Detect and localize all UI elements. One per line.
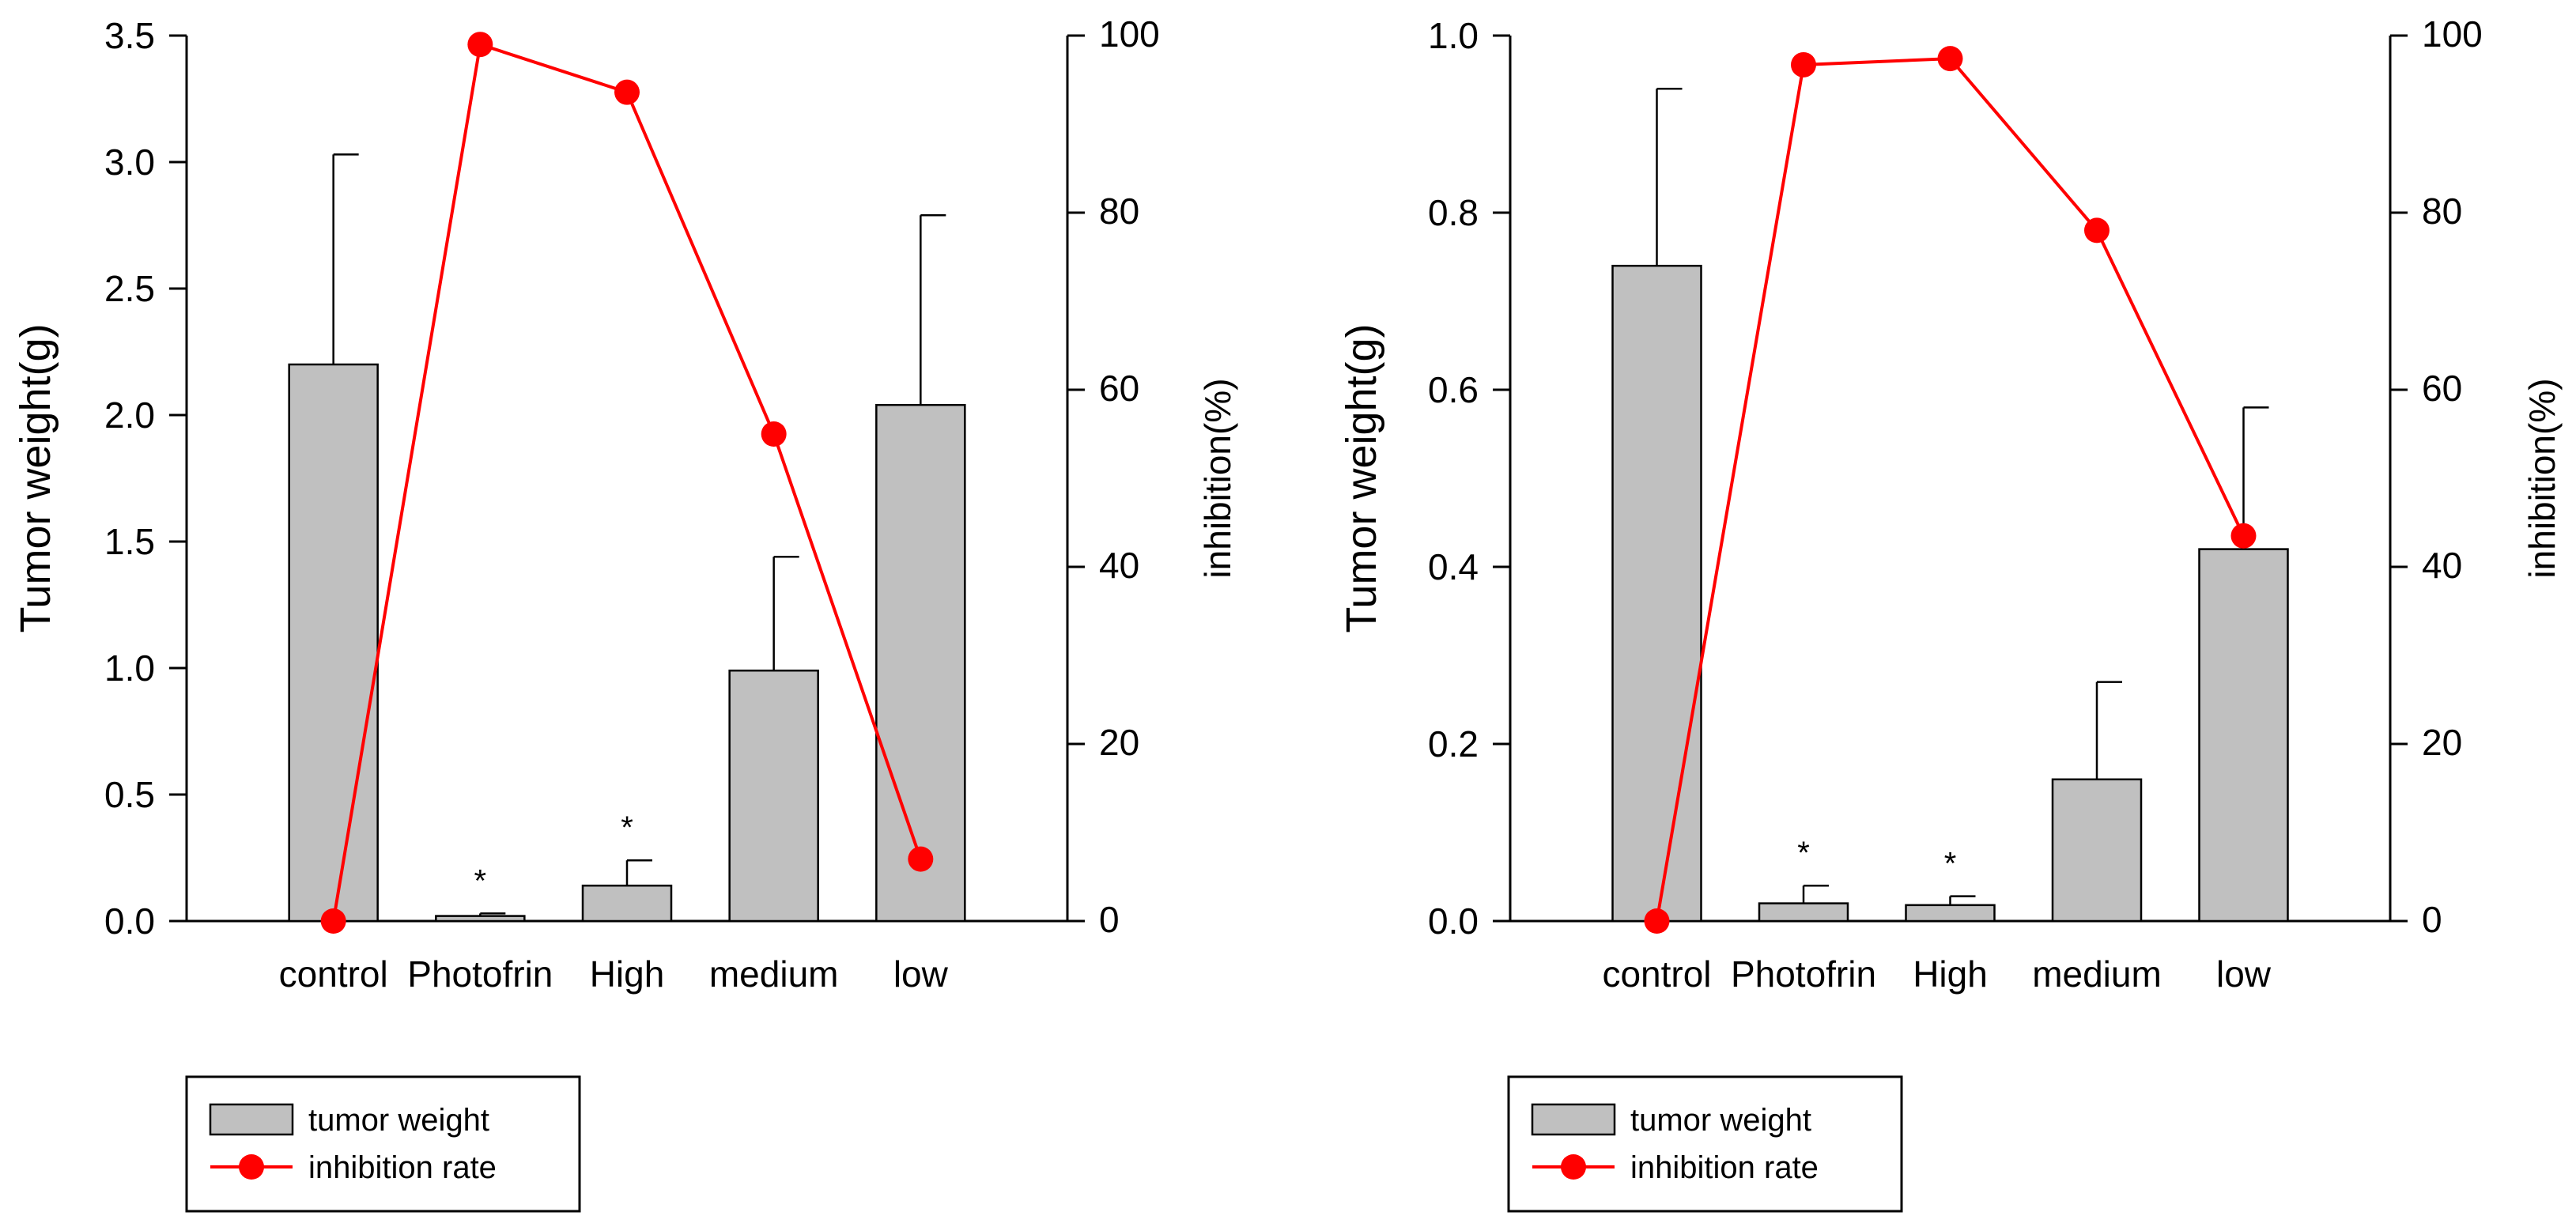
significance-marker: * xyxy=(1797,836,1810,870)
inhibition-point xyxy=(1937,46,1963,72)
y-tick-label: 0.2 xyxy=(1428,723,1479,765)
bar-medium xyxy=(2051,778,2143,923)
y-tick-label: 0.6 xyxy=(1428,369,1479,410)
y2-tick-label: 100 xyxy=(2422,13,2483,55)
y2-tick-label: 60 xyxy=(1099,368,1139,409)
y2-tick-label: 100 xyxy=(1099,13,1160,55)
y2-tick-label: 80 xyxy=(1099,191,1139,232)
x-tick-label-control: control xyxy=(279,953,388,995)
y-tick-label: 0.0 xyxy=(1428,900,1479,942)
bar-control xyxy=(1611,264,1702,923)
inhibition-line xyxy=(331,42,923,922)
y-tick-label: 1.5 xyxy=(104,521,155,562)
bar-high xyxy=(1905,904,1996,923)
y2-tick-label: 20 xyxy=(1099,722,1139,763)
legend-bar-swatch xyxy=(1531,1103,1616,1136)
significance-marker: * xyxy=(474,863,487,898)
y-tick-label: 0.5 xyxy=(104,774,155,815)
inhibition-point xyxy=(467,32,493,58)
legend-line-marker xyxy=(1561,1154,1586,1180)
inhibition-point xyxy=(2084,217,2110,244)
y2-tick-label: 80 xyxy=(2422,191,2462,232)
y-tick-label: 1.0 xyxy=(1428,15,1479,56)
x-tick-label-photofrin: Photofrin xyxy=(1731,953,1876,995)
y-tick-label: 1.0 xyxy=(104,647,155,689)
legend: tumor weight inhibition rate xyxy=(185,1075,581,1213)
y-tick-label: 3.5 xyxy=(104,15,155,56)
bar-photofrin xyxy=(1758,902,1849,923)
y-tick-label: 2.5 xyxy=(104,268,155,309)
x-tick-label-medium: medium xyxy=(709,953,839,995)
y-tick-label: 3.0 xyxy=(104,142,155,183)
inhibition-point xyxy=(761,421,787,447)
bar-low xyxy=(2198,548,2289,923)
legend-line-marker xyxy=(239,1154,264,1180)
y2-axis-title: inhibition(%) xyxy=(2521,378,2563,578)
y2-tick-label: 0 xyxy=(1099,899,1120,940)
x-tick-label-photofrin: Photofrin xyxy=(407,953,553,995)
legend-frame xyxy=(185,1075,581,1213)
x-tick-label-control: control xyxy=(1602,953,1711,995)
y-axis-title: Tumor weight(g) xyxy=(1338,323,1385,632)
legend-label-inhibition-rate: inhibition rate xyxy=(1630,1150,1819,1185)
x-tick-label-high: High xyxy=(590,953,665,995)
y-tick-label: 0.8 xyxy=(1428,192,1479,233)
y2-tick-label: 20 xyxy=(2422,722,2462,763)
y2-tick-label: 60 xyxy=(2422,368,2462,409)
legend-label-tumor-weight: tumor weight xyxy=(1630,1103,1811,1138)
legend-label-tumor-weight: tumor weight xyxy=(308,1103,489,1138)
legend-frame xyxy=(1507,1075,1903,1213)
y-tick-label: 0.0 xyxy=(104,900,155,942)
x-tick-label-low: low xyxy=(2216,953,2272,995)
y2-tick-label: 0 xyxy=(2422,899,2442,940)
inhibition-point xyxy=(614,79,640,105)
y2-tick-label: 40 xyxy=(1099,545,1139,586)
y-tick-label: 0.4 xyxy=(1428,546,1479,587)
y-tick-label: 2.0 xyxy=(104,395,155,436)
bar-high xyxy=(581,884,673,923)
legend-label-inhibition-rate: inhibition rate xyxy=(308,1150,497,1185)
chart-panel-2: 0.0 0.2 0.4 0.6 0.8 1.0 0 20 40 60 80 100 Tumor weig… xyxy=(1338,13,2563,1213)
bar-medium xyxy=(728,669,819,923)
significance-marker: * xyxy=(621,810,633,845)
inhibition-point xyxy=(1644,908,1670,934)
y2-axis-title: inhibition(%) xyxy=(1197,378,1238,578)
x-tick-label-low: low xyxy=(893,953,949,995)
bar-control xyxy=(288,363,379,923)
bar-photofrin xyxy=(435,915,526,923)
legend-bar-swatch xyxy=(209,1103,294,1136)
inhibition-point xyxy=(1791,51,1816,77)
y2-tick-label: 40 xyxy=(2422,545,2462,586)
legend: tumor weight inhibition rate xyxy=(1507,1075,1903,1213)
y-axis-title: Tumor weight(g) xyxy=(12,323,59,632)
inhibition-point xyxy=(908,846,934,872)
x-tick-label-high: High xyxy=(1913,953,1988,995)
inhibition-point xyxy=(320,908,346,934)
inhibition-line xyxy=(1655,57,2246,922)
chart-panel-1: 0.0 0.5 1.0 1.5 2.0 2.5 3.0 3.5 0 20 40 60 80 100 Tumo… xyxy=(12,13,1238,1213)
significance-marker: * xyxy=(1944,847,1957,882)
inhibition-point xyxy=(2230,523,2257,549)
x-tick-label-medium: medium xyxy=(2032,953,2162,995)
bar-low xyxy=(875,403,966,923)
